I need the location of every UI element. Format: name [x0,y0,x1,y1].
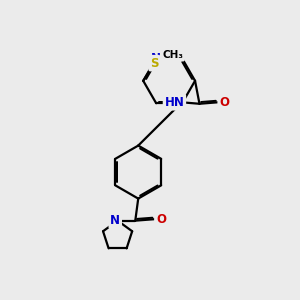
Text: S: S [150,57,159,70]
Text: N: N [151,52,161,65]
Text: HN: HN [164,96,184,109]
Text: CH₃: CH₃ [162,50,183,60]
Text: O: O [156,213,166,226]
Text: O: O [219,96,229,109]
Text: N: N [110,214,120,227]
